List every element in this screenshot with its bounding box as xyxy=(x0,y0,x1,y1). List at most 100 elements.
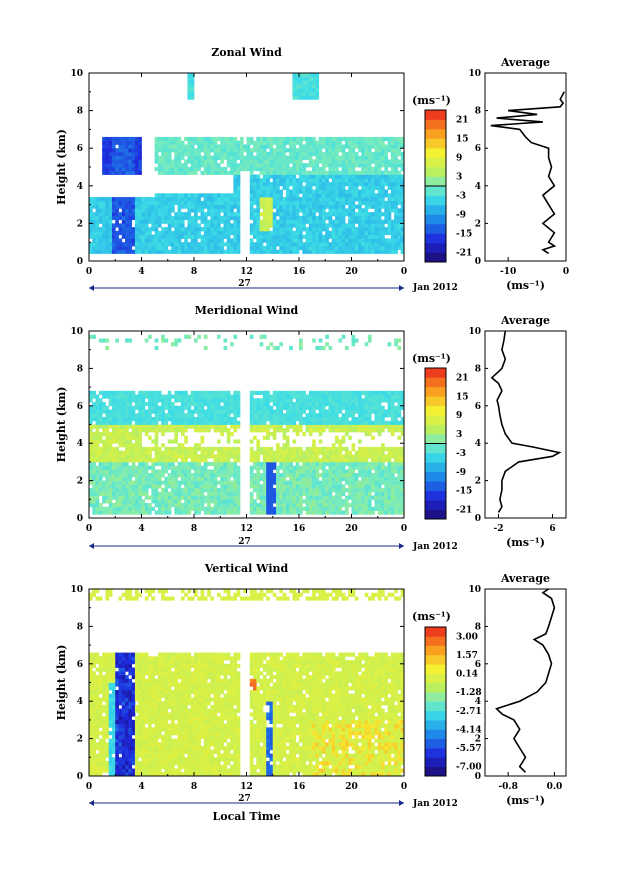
heatmap-cell xyxy=(285,428,290,433)
heatmap-cell xyxy=(171,242,175,247)
heatmap-cell xyxy=(328,503,333,508)
heatmap-cell xyxy=(348,435,352,440)
heatmap-cell xyxy=(157,167,162,172)
heatmap-cell xyxy=(259,200,264,205)
heatmap-cell xyxy=(266,469,270,474)
heatmap-cell xyxy=(207,245,211,251)
heatmap-cell xyxy=(282,458,287,463)
heatmap-cell xyxy=(226,394,231,399)
heatmap-cell xyxy=(121,136,126,142)
heatmap-cell xyxy=(384,189,388,194)
heatmap-cell xyxy=(397,197,402,202)
heatmap-cell xyxy=(190,394,195,399)
heatmap-cell xyxy=(325,223,329,228)
heatmap-cell xyxy=(325,480,329,485)
heatmap-cell xyxy=(102,420,106,425)
heatmap-cell xyxy=(269,503,274,508)
heatmap-cell xyxy=(128,230,133,236)
heatmap-cell xyxy=(111,234,116,239)
heatmap-cell xyxy=(318,223,323,228)
heatmap-cell xyxy=(259,167,264,172)
heatmap-cell xyxy=(256,503,261,508)
heatmap-cell xyxy=(197,155,201,160)
heatmap-cell xyxy=(367,200,372,205)
heatmap-cell xyxy=(318,189,323,194)
heatmap-cell xyxy=(351,174,356,179)
heatmap-cell xyxy=(92,200,96,205)
heatmap-cell xyxy=(295,424,300,429)
heatmap-cell xyxy=(377,249,382,254)
heatmap-cell xyxy=(177,193,182,198)
heatmap-cell xyxy=(115,170,119,175)
heatmap-cell xyxy=(207,461,211,467)
heatmap-cell xyxy=(200,480,205,485)
heatmap-cell xyxy=(256,204,261,209)
heatmap-cell xyxy=(233,428,238,433)
heatmap-cell xyxy=(299,182,303,187)
heatmap-cell xyxy=(203,223,208,228)
heatmap-cell xyxy=(358,148,362,153)
heatmap-cell xyxy=(390,245,395,251)
heatmap-cell xyxy=(282,510,287,515)
heatmap-cell xyxy=(292,238,297,243)
heatmap-cell xyxy=(138,424,142,429)
heatmap-cell xyxy=(269,461,274,467)
heatmap-cell xyxy=(197,469,201,474)
heatmap-cell xyxy=(361,227,366,232)
heatmap-cell xyxy=(302,163,306,168)
heatmap-cell xyxy=(190,151,195,157)
heatmap-cell xyxy=(374,185,379,190)
heatmap-cell xyxy=(292,491,297,496)
heatmap-cell xyxy=(220,503,224,508)
heatmap-cell xyxy=(279,219,283,224)
heatmap-cell xyxy=(233,480,238,485)
heatmap-cell xyxy=(154,409,159,414)
heatmap-cell xyxy=(256,413,261,418)
heatmap-cell xyxy=(348,151,352,157)
heatmap-cell xyxy=(177,424,182,429)
heatmap-cell xyxy=(321,219,326,224)
heatmap-cell xyxy=(230,510,234,515)
heatmap-cell xyxy=(308,488,313,493)
heatmap-cell xyxy=(226,431,231,437)
heatmap-cell xyxy=(115,499,119,504)
heatmap-cell xyxy=(361,458,366,463)
heatmap-cell xyxy=(328,136,333,142)
heatmap-cell xyxy=(381,170,385,175)
heatmap-cell xyxy=(115,245,119,251)
heatmap-cell xyxy=(98,446,103,452)
heatmap-cell xyxy=(308,409,313,414)
heatmap-cell xyxy=(151,476,156,481)
heatmap-cell xyxy=(164,238,169,243)
heatmap-cell xyxy=(138,413,142,418)
heatmap-cell xyxy=(335,469,339,474)
heatmap-cell xyxy=(213,394,218,399)
heatmap-cell xyxy=(144,446,149,452)
heatmap-cell xyxy=(118,144,123,149)
heatmap-cell xyxy=(358,182,362,187)
heatmap-cell xyxy=(207,159,211,164)
heatmap-cell xyxy=(230,144,234,149)
heatmap-cell xyxy=(295,491,300,496)
heatmap-cell xyxy=(377,140,382,145)
heatmap-cell xyxy=(180,197,185,202)
heatmap-cell xyxy=(384,136,388,142)
heatmap-cell xyxy=(154,495,159,500)
heatmap-cell xyxy=(190,84,195,89)
heatmap-cell xyxy=(338,499,343,504)
heatmap-cell xyxy=(138,242,142,247)
heatmap-cell xyxy=(174,435,178,440)
heatmap-cell xyxy=(164,151,169,157)
heatmap-cell xyxy=(223,204,228,209)
heatmap-cell xyxy=(161,465,165,470)
heatmap-cell xyxy=(115,495,119,500)
heatmap-cell xyxy=(111,151,116,157)
heatmap-cell xyxy=(200,249,205,254)
heatmap-cell xyxy=(161,405,165,410)
heatmap-cell xyxy=(125,484,129,489)
heatmap-cell xyxy=(236,484,241,489)
heatmap-cell xyxy=(230,473,234,478)
heatmap-cell xyxy=(361,189,366,194)
heatmap-cell xyxy=(269,189,274,194)
heatmap-cell xyxy=(203,200,208,205)
